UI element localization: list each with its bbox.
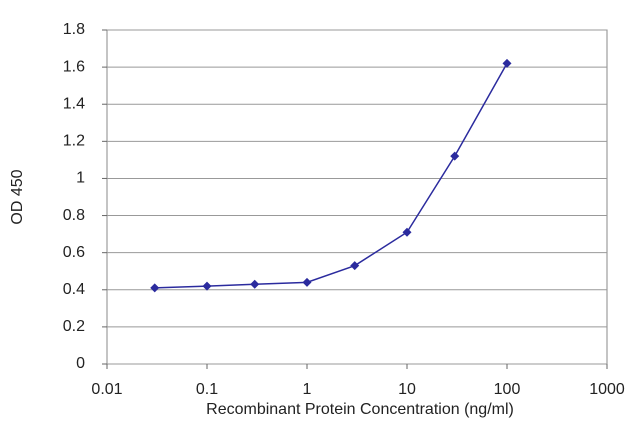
y-tick-label: 1.4 [63,95,85,112]
y-tick-label: 0.6 [63,244,85,261]
y-tick-label: 1.6 [63,58,85,75]
y-tick-label: 0.8 [63,207,85,224]
plot-frame [106,29,608,365]
x-tick-label: 10 [398,381,416,398]
data-point [350,261,360,271]
data-point [150,283,160,293]
data-point [302,277,312,287]
data-line [154,63,508,289]
x-axis-label: Recombinant Protein Concentration (ng/ml… [206,401,514,418]
y-tick-label: 0 [76,355,85,372]
data-point [402,227,412,237]
y-tick-label: 0.4 [63,281,85,298]
x-tick-label: 0.01 [91,381,122,398]
x-tick-label: 0.1 [196,381,218,398]
data-point [450,151,460,161]
x-tick-label: 100 [494,381,521,398]
y-tick-label: 1 [76,170,85,187]
x-tick-label: 1 [303,381,312,398]
y-tick-label: 1.8 [63,21,85,38]
y-tick-label: 1.2 [63,133,85,150]
x-tick-label: 1000 [589,381,625,398]
y-tick-label: 0.2 [63,318,85,335]
data-point [250,279,260,289]
data-point [202,281,212,291]
y-axis-label: OD 450 [9,169,26,224]
data-point [502,58,512,68]
